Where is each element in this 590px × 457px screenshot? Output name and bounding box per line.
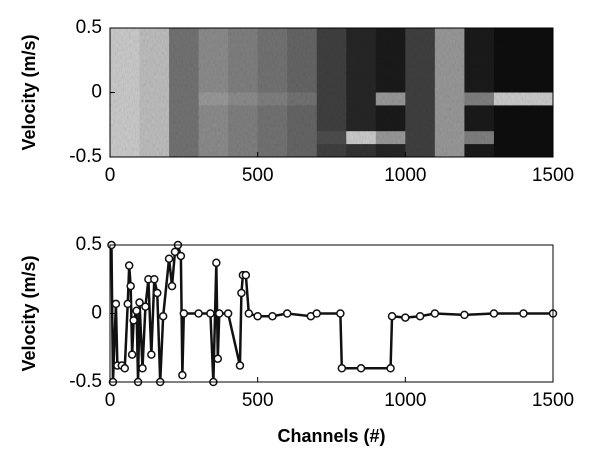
- marker: [206, 309, 215, 318]
- marker: [178, 370, 187, 380]
- y-axis-label: Velocity (m/s): [19, 255, 39, 371]
- x-tick-label: 1500: [532, 390, 574, 411]
- marker: [123, 299, 132, 309]
- y-tick-label: 0: [91, 303, 102, 324]
- marker: [336, 309, 345, 318]
- marker: [164, 254, 174, 263]
- marker: [415, 311, 425, 321]
- y-tick-label: 0.5: [76, 234, 102, 255]
- marker: [111, 299, 121, 309]
- marker: [489, 309, 499, 318]
- marker: [213, 354, 223, 363]
- marker: [212, 258, 221, 268]
- texture: [110, 28, 553, 157]
- marker: [215, 309, 224, 318]
- marker: [132, 306, 141, 316]
- marker: [150, 275, 159, 284]
- y-tick-label: -0.5: [69, 371, 102, 392]
- y-axis-label: Velocity (m/s): [19, 34, 39, 150]
- marker: [460, 310, 469, 320]
- marker: [268, 311, 277, 321]
- x-tick-label: 0: [105, 390, 116, 411]
- marker: [124, 261, 134, 270]
- marker: [158, 311, 168, 321]
- series-line: [110, 241, 553, 383]
- x-tick-label: 500: [242, 165, 274, 186]
- marker: [138, 364, 147, 373]
- marker: [241, 270, 251, 280]
- marker: [141, 302, 150, 311]
- marker: [194, 309, 203, 318]
- marker: [519, 309, 528, 318]
- marker: [282, 309, 292, 318]
- marker: [167, 281, 177, 291]
- x-tick-label: 500: [242, 390, 274, 411]
- y-tick-label: 0: [91, 82, 102, 103]
- marker: [179, 309, 189, 318]
- x-tick-label: 1000: [384, 390, 426, 411]
- x-tick-label: 1500: [532, 165, 574, 186]
- marker: [356, 364, 366, 373]
- marker: [153, 288, 162, 298]
- marker: [401, 313, 410, 322]
- y-tick-label: 0.5: [76, 17, 102, 38]
- marker: [120, 364, 130, 373]
- marker: [235, 361, 245, 370]
- x-axis-label: Channels (#): [277, 426, 385, 446]
- marker: [253, 311, 262, 321]
- marker: [127, 350, 137, 359]
- marker: [237, 288, 246, 298]
- marker: [244, 309, 254, 318]
- marker: [430, 309, 440, 318]
- marker: [387, 311, 397, 321]
- marker: [170, 247, 180, 257]
- marker: [386, 364, 395, 373]
- x-tick-label: 1000: [384, 165, 426, 186]
- marker: [312, 309, 321, 318]
- marker: [337, 364, 347, 373]
- x-tick-label: 0: [105, 165, 116, 186]
- marker: [147, 350, 156, 359]
- marker: [223, 309, 233, 318]
- marker: [176, 251, 186, 261]
- marker: [126, 281, 135, 291]
- marker: [135, 298, 144, 307]
- marker: [129, 316, 138, 325]
- y-tick-label: -0.5: [69, 146, 102, 167]
